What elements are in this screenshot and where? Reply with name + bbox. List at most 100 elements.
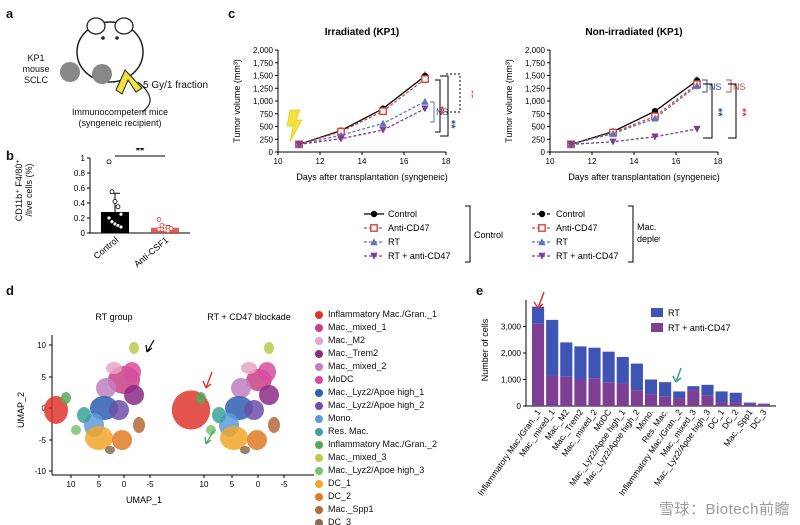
umap-legend-item: Mac._Lyz2/Apoe high_2: [315, 399, 437, 412]
umap-xtick-label: -5: [280, 480, 288, 489]
chart-ytick-label: 500: [260, 123, 274, 132]
chart-b-ylabel-line2: /live cells (%): [24, 163, 34, 217]
chart-e-legend-rt: RT: [668, 308, 680, 318]
umap-legend-item: Res. Mac.: [315, 425, 437, 438]
chart-ytick-label: 1,250: [525, 84, 546, 93]
chart-b-sig-label: **: [136, 148, 145, 157]
umap-xtick-label: 5: [97, 480, 102, 489]
mouse-ear-right: [114, 17, 134, 35]
chart-b-ytick-label: 0.8: [74, 169, 86, 178]
series-point: [295, 141, 303, 149]
chart-xtick-label: 10: [546, 157, 555, 166]
sig-label-ns1: NS: [709, 82, 722, 92]
chart-e-bar-rt: [715, 391, 728, 403]
umap-legend-dot: [315, 375, 323, 384]
umap-legend-dot: [315, 323, 323, 332]
sig-bracket-ns2: [726, 79, 732, 93]
chart-ytick-label: 2,000: [253, 46, 274, 55]
chart-xtick-label: 12: [588, 157, 597, 166]
umap-ytick-label: -10: [34, 467, 46, 476]
umap-cluster-11: [129, 342, 139, 354]
chart-e-bar-rt-cd47: [715, 402, 728, 406]
chart-e-bar-rt: [574, 346, 587, 380]
series-point: [693, 125, 701, 133]
chart-e-bar-rt-cd47: [673, 398, 686, 406]
umap-legend-dot: [315, 518, 323, 525]
chart-e-bar-rt-cd47: [602, 382, 615, 406]
chart-ytick-label: 250: [260, 135, 274, 144]
chart-ytick-label: 1,500: [525, 72, 546, 81]
legend-left-marker: [370, 210, 378, 218]
umap-legend-item: Inflammatory Mac./Gran._1: [315, 308, 437, 321]
umap-legend-item: MoDC: [315, 373, 437, 386]
dose-label: 5 Gy/1 fraction: [143, 80, 209, 91]
umap-legend-item: Inflammatory Mac./Gran._2: [315, 438, 437, 451]
chart-b-category-label: Anti-CSF1: [132, 235, 170, 269]
umap-legend-item: Mac._mixed_3: [315, 451, 437, 464]
umap-legend-dot: [315, 362, 323, 371]
chart-xtick-label: 12: [316, 157, 325, 166]
chart-b-ytick-label: 0.2: [74, 214, 86, 223]
umap-legend-label: Mac._Lyz2/Apoe high_2: [328, 400, 425, 410]
chart-e-bar-rt: [560, 342, 573, 377]
umap-legend-label: Mac._Trem2: [328, 348, 379, 358]
umap-cluster-12: [206, 425, 216, 435]
chart-e-bar-rt-cd47: [588, 378, 601, 406]
chart-b: 0 0.2 0.4 0.6 0.8 1 Control Anti-CSF1 **: [74, 148, 190, 269]
umap-cluster-16: [240, 446, 250, 454]
umap-xtick-label: 5: [230, 480, 235, 489]
chart-e-bar-rt-cd47: [630, 390, 643, 406]
umap-legend-dot: [315, 388, 323, 397]
chart-b-point: [156, 217, 162, 222]
sig-bracket-1: [435, 79, 441, 133]
model-line3: SCLC: [23, 75, 48, 85]
panel-label-c: c: [228, 6, 236, 21]
umap-xtick-label: 10: [200, 480, 209, 489]
umap-legend-dot: [315, 336, 323, 345]
umap-legend-label: Inflammatory Mac./Gran._2: [328, 439, 438, 449]
legend-left-label: RT + anti-CD47: [388, 251, 450, 261]
chart-e-bar-rt-cd47: [729, 402, 742, 406]
sig-bracket-ns1: [702, 79, 708, 93]
chart-ytick-label: 0: [269, 148, 274, 157]
umap-legend-dot: [315, 401, 323, 410]
chart-xlabel: Days after transplantation (syngeneic): [568, 172, 720, 182]
chart-e-bar-rt-cd47: [687, 390, 700, 406]
umap-legend-item: Mono.: [315, 412, 437, 425]
umap-legend-label: DC_3: [328, 517, 352, 525]
chart-e-ytick-label: 3,000: [501, 323, 522, 332]
umap-legend-item: DC_3: [315, 516, 437, 525]
series-point: [421, 105, 429, 113]
umap-cluster-9: [212, 407, 226, 423]
chart-e-ytick-label: 1,000: [501, 376, 522, 385]
chart-b-point: [118, 224, 124, 230]
legend-left-marker: [370, 252, 378, 260]
chart-e-bar-rt: [644, 379, 658, 395]
series-line-2: [570, 85, 698, 145]
umap-cluster-5: [258, 362, 276, 382]
umap-cluster-11: [264, 342, 274, 354]
chart-b-category-label: Control: [92, 235, 121, 261]
umap-cluster-4: [96, 378, 116, 398]
model-line1: KP1: [27, 53, 45, 63]
series-line-0: [570, 80, 698, 145]
lightning-icon: [115, 69, 143, 95]
legend-left-bracket: [465, 205, 471, 263]
chart-xtick-label: 16: [400, 157, 409, 166]
umap-left-title: RT group: [95, 312, 132, 322]
chart-b-point: [109, 189, 115, 195]
chart-e-bar-rt-cd47: [743, 403, 756, 406]
umap-legend: Inflammatory Mac./Gran._1 Mac._mixed_1 Mac…: [315, 308, 437, 525]
mouse-eye-right: [115, 36, 119, 40]
chart-c-legend: Control Control Anti-CD47 Anti-CD47 RT RT RT +…: [364, 205, 660, 263]
chart-ytick-label: 1,500: [253, 72, 274, 81]
tumor-right: [92, 64, 112, 84]
chart-ytick-label: 750: [260, 110, 274, 119]
chart-b-ytick-label: 1: [81, 154, 86, 163]
umap-cluster-7: [109, 400, 129, 420]
chart-ylabel: Tumor volume (mm³): [232, 59, 242, 143]
chart-e-bar-rt: [757, 403, 770, 405]
umap-arrow-red: [202, 371, 213, 389]
chart-e-bar-rt: [673, 391, 686, 399]
